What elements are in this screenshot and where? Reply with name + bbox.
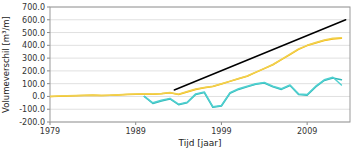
y-tick-label: 0.0 <box>32 92 45 101</box>
plot-frame <box>50 7 350 122</box>
series-line <box>144 78 341 107</box>
series-line <box>50 38 341 96</box>
y-tick-label: 400.0 <box>22 41 45 50</box>
chart: -200.0 -100.0 0.0 100.0 200.0 300.0 400.0 500.0… <box>0 0 360 149</box>
y-tick-label: 100.0 <box>22 80 45 89</box>
plot-area <box>50 20 346 108</box>
grid-line <box>50 19 350 20</box>
y-tick-label: -100.0 <box>19 105 45 114</box>
y-axis-label: Volumeverschil [m³/m] <box>1 16 11 113</box>
series-line <box>50 38 341 97</box>
y-tick-label: 700.0 <box>22 3 45 12</box>
x-tick-label: 1999 <box>211 127 231 136</box>
series-line <box>144 77 341 106</box>
y-tick-label: 300.0 <box>22 54 45 63</box>
grid-line <box>50 58 350 59</box>
grid <box>50 7 350 122</box>
x-tick-label: 1989 <box>126 127 146 136</box>
y-tick-label: -200.0 <box>19 118 45 127</box>
grid-line <box>50 96 350 97</box>
y-tick-label: 500.0 <box>22 29 45 38</box>
x-tick-label: 1979 <box>40 127 60 136</box>
series-line <box>174 20 345 90</box>
grid-line <box>50 70 350 71</box>
x-axis-label: Tijd [jaar] <box>177 138 221 148</box>
x-tick-label: 2009 <box>297 127 317 136</box>
grid-line <box>50 32 350 33</box>
y-tick-label: 600.0 <box>22 16 45 25</box>
y-tick-label: 200.0 <box>22 67 45 76</box>
grid-line <box>50 83 350 84</box>
grid-line <box>50 109 350 110</box>
